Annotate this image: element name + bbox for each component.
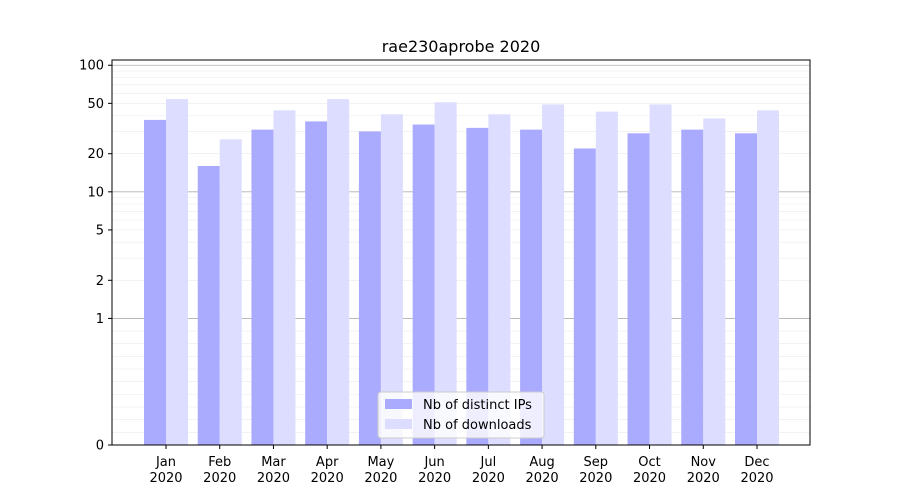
bar-downloads — [219, 139, 242, 445]
x-tick-label-month: Apr — [316, 455, 339, 470]
bar-downloads — [757, 110, 779, 445]
x-tick-label-month: Dec — [744, 455, 769, 470]
x-tick-label-year: 2020 — [579, 471, 612, 486]
x-tick-label-month: Oct — [638, 455, 660, 470]
x-tick-label-year: 2020 — [418, 471, 451, 486]
axes: 0125102050100Jan2020Feb2020Mar2020Apr202… — [79, 59, 811, 486]
y-tick-label: 20 — [87, 147, 104, 162]
legend-label: Nb of distinct IPs — [423, 398, 532, 413]
x-tick-label-year: 2020 — [633, 471, 666, 486]
bar-downloads — [273, 110, 296, 445]
legend-swatch — [385, 399, 412, 409]
y-tick-label: 5 — [96, 223, 104, 238]
y-tick-label: 2 — [96, 274, 104, 289]
bar-distinct-ips — [305, 121, 328, 445]
x-tick-label-year: 2020 — [203, 471, 236, 486]
x-tick-label-year: 2020 — [257, 471, 290, 486]
x-tick-label-year: 2020 — [740, 471, 773, 486]
bar-downloads — [703, 118, 726, 445]
bars — [144, 99, 779, 446]
bar-distinct-ips — [466, 127, 489, 445]
bar-downloads — [166, 99, 188, 445]
legend: Nb of distinct IPs Nb of downloads — [377, 391, 545, 439]
x-tick-label-month: Feb — [208, 455, 231, 470]
y-tick-label: 50 — [87, 97, 104, 112]
x-tick-label-month: Jun — [423, 455, 444, 470]
x-tick-label-month: Sep — [584, 455, 609, 470]
x-tick-label-month: May — [367, 455, 394, 470]
x-tick-label-year: 2020 — [526, 471, 559, 486]
y-tick-label: 0 — [96, 439, 104, 454]
bar-downloads — [380, 114, 403, 445]
legend-box — [377, 391, 545, 439]
bar-distinct-ips — [520, 129, 543, 445]
x-tick-label-year: 2020 — [311, 471, 344, 486]
bar-downloads — [595, 111, 618, 445]
bar-distinct-ips — [681, 129, 704, 445]
chart-title: rae230aprobe 2020 — [382, 37, 541, 56]
y-tick-label: 100 — [79, 59, 104, 74]
x-tick-label-year: 2020 — [149, 471, 182, 486]
bar-downloads — [488, 114, 511, 445]
bar-distinct-ips — [197, 165, 220, 446]
y-tick-label: 1 — [96, 312, 104, 327]
bar-distinct-ips — [144, 119, 166, 445]
legend-swatch — [385, 419, 412, 429]
x-tick-label-year: 2020 — [364, 471, 397, 486]
bar-distinct-ips — [573, 148, 596, 445]
x-tick-label-year: 2020 — [687, 471, 720, 486]
bar-distinct-ips — [627, 133, 650, 445]
bar-distinct-ips — [412, 124, 435, 445]
x-tick-label-year: 2020 — [472, 471, 505, 486]
x-tick-label-month: Jan — [155, 455, 176, 470]
x-tick-label-month: Aug — [529, 455, 554, 470]
plot-frame — [111, 59, 811, 446]
x-tick-label-month: Jul — [480, 455, 497, 470]
y-tick-label: 10 — [87, 185, 104, 200]
bar-downloads — [649, 104, 672, 445]
legend-label: Nb of downloads — [423, 418, 532, 433]
bar-downloads — [434, 102, 457, 445]
bar-distinct-ips — [735, 133, 757, 445]
bar-distinct-ips — [358, 131, 381, 445]
x-tick-label-month: Nov — [691, 455, 717, 470]
x-tick-label-month: Mar — [261, 455, 286, 470]
bar-downloads — [327, 99, 350, 445]
bar-distinct-ips — [251, 129, 274, 445]
bar-downloads — [542, 104, 565, 445]
